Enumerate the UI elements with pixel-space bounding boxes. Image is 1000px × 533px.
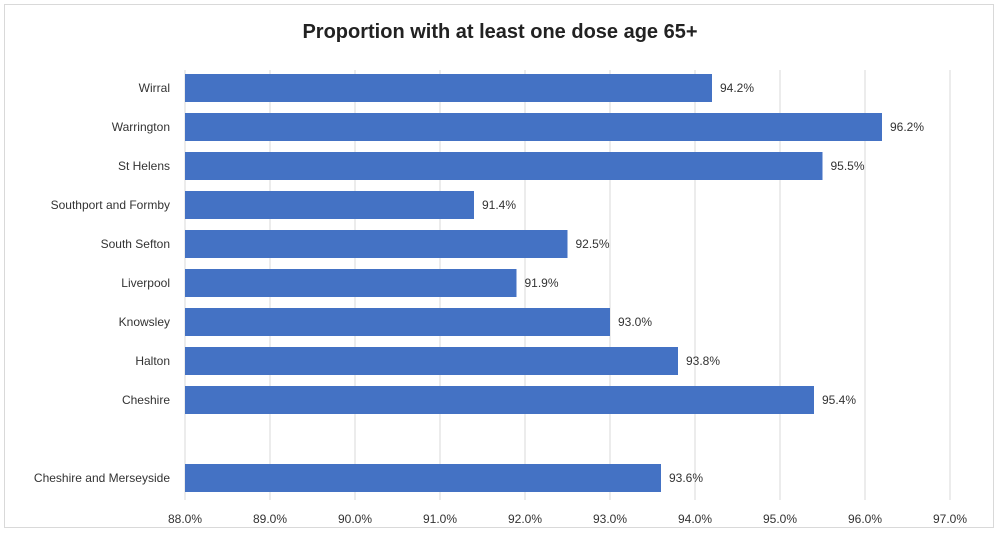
category-label: South Sefton: [101, 237, 170, 251]
category-label: Southport and Formby: [51, 198, 170, 212]
category-label: Liverpool: [121, 276, 170, 290]
x-tick-label: 97.0%: [933, 512, 967, 526]
x-tick-label: 90.0%: [338, 512, 372, 526]
category-label: Wirral: [139, 81, 170, 95]
x-tick-label: 96.0%: [848, 512, 882, 526]
x-tick-label: 95.0%: [763, 512, 797, 526]
x-tick-label: 94.0%: [678, 512, 712, 526]
bar: [185, 308, 610, 336]
labels: 88.0% 89.0% 90.0% 91.0% 92.0% 93.0% 94.0% 95.0%…: [34, 81, 967, 526]
x-tick-label: 88.0%: [168, 512, 202, 526]
category-label: Warrington: [112, 120, 170, 134]
bar: [185, 386, 814, 414]
x-tick-label: 93.0%: [593, 512, 627, 526]
data-label: 93.6%: [669, 471, 703, 485]
category-label: St Helens: [118, 159, 170, 173]
bar: [185, 464, 661, 492]
bars: [185, 74, 882, 492]
data-label: 95.4%: [822, 393, 856, 407]
data-label: 96.2%: [890, 120, 924, 134]
bar: [185, 347, 678, 375]
category-label: Cheshire and Merseyside: [34, 471, 170, 485]
bar: [185, 152, 823, 180]
bar: [185, 191, 474, 219]
category-label: Knowsley: [119, 315, 170, 329]
category-label: Halton: [135, 354, 170, 368]
data-label: 95.5%: [831, 159, 865, 173]
x-tick-label: 91.0%: [423, 512, 457, 526]
category-label: Cheshire: [122, 393, 170, 407]
bar: [185, 113, 882, 141]
x-tick-label: 92.0%: [508, 512, 542, 526]
bar: [185, 269, 517, 297]
data-label: 93.8%: [686, 354, 720, 368]
data-label: 94.2%: [720, 81, 754, 95]
x-tick-label: 89.0%: [253, 512, 287, 526]
data-label: 91.9%: [525, 276, 559, 290]
bar: [185, 230, 568, 258]
chart-title: Proportion with at least one dose age 65…: [302, 21, 698, 43]
data-label: 91.4%: [482, 198, 516, 212]
data-label: 92.5%: [576, 237, 610, 251]
data-label: 93.0%: [618, 315, 652, 329]
bar: [185, 74, 712, 102]
